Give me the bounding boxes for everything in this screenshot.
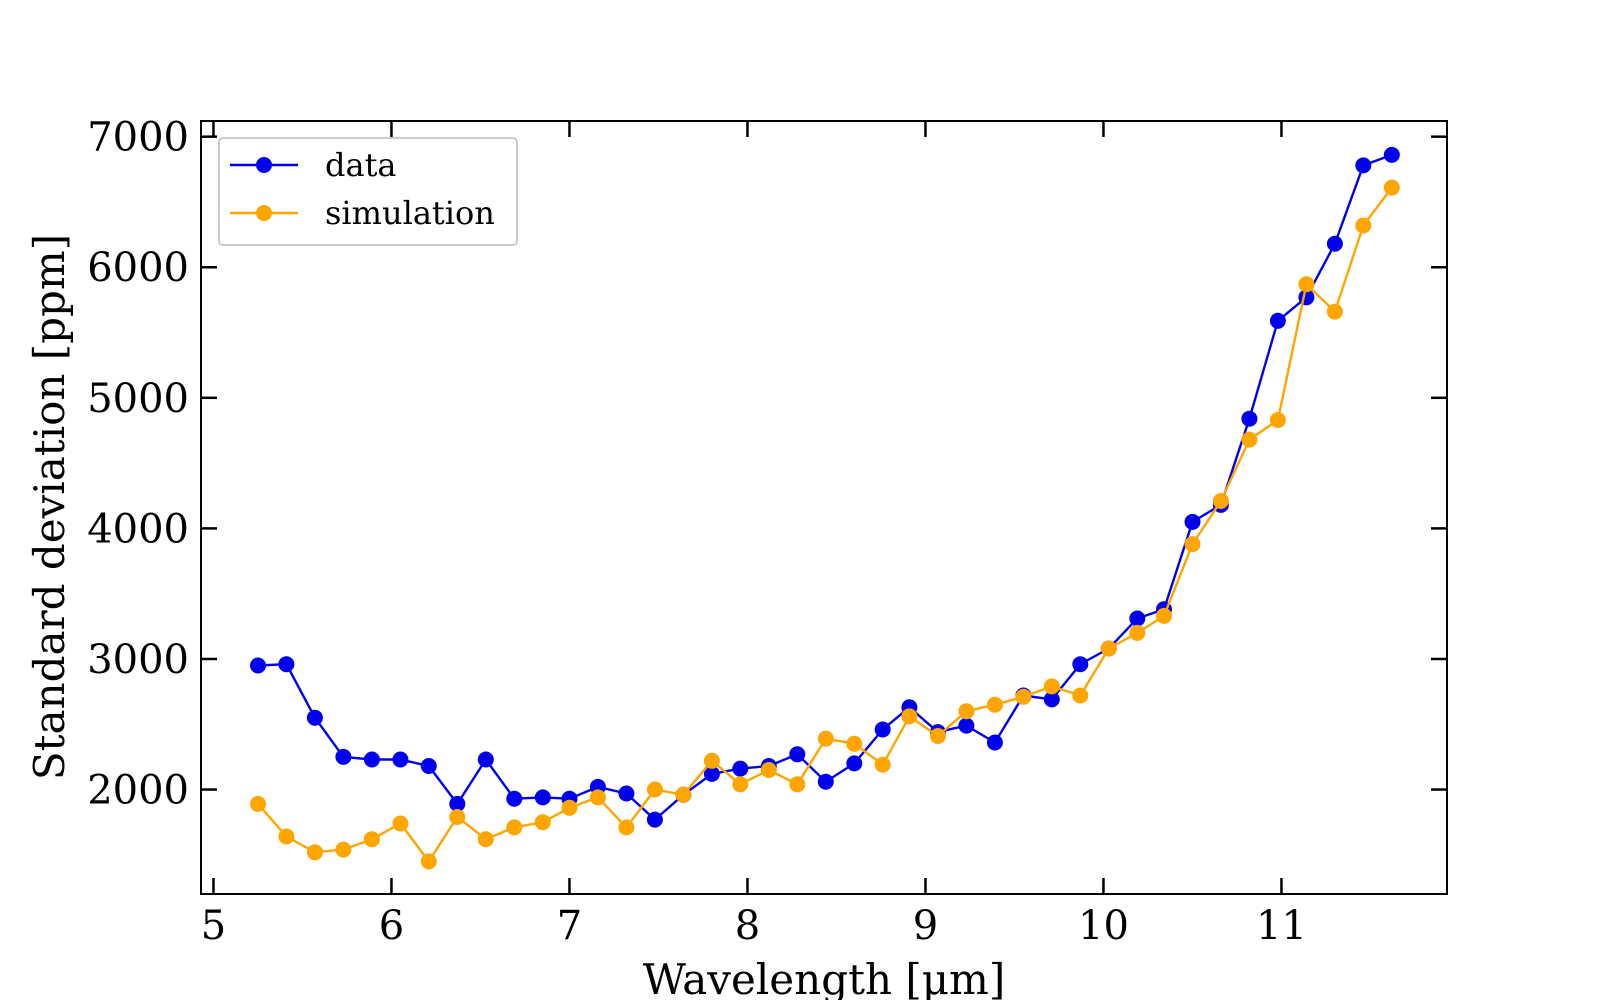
- data-point-simulation: [1100, 640, 1117, 657]
- data-point-data: [363, 751, 380, 768]
- y-tick-label: 7000: [87, 115, 189, 161]
- data-point-data: [986, 734, 1003, 751]
- data-point-simulation: [1156, 607, 1172, 624]
- data-point-simulation: [1298, 276, 1315, 293]
- y-tick-label: 4000: [87, 506, 189, 552]
- x-tick-label: 8: [735, 903, 760, 949]
- data-point-simulation: [1326, 303, 1343, 320]
- legend-simulation-label: simulation: [325, 194, 495, 232]
- data-point-data: [392, 751, 409, 768]
- data-point-simulation: [506, 819, 523, 836]
- data-point-data: [534, 789, 551, 806]
- data-point-simulation: [901, 708, 918, 725]
- data-point-simulation: [732, 776, 749, 793]
- data-point-simulation: [1184, 536, 1201, 553]
- data-point-data: [449, 795, 466, 812]
- x-tick-label: 7: [557, 903, 582, 949]
- x-tick-label: 6: [379, 903, 404, 949]
- data-point-simulation: [1072, 687, 1089, 704]
- data-point-simulation: [1043, 678, 1060, 695]
- legend-simulation-marker: [256, 205, 272, 221]
- data-point-simulation: [306, 844, 323, 861]
- data-point-data: [874, 721, 891, 738]
- data-point-simulation: [675, 786, 692, 803]
- x-tick-label: 9: [913, 903, 938, 949]
- data-point-simulation: [874, 756, 891, 773]
- data-point-simulation: [760, 762, 777, 778]
- data-point-data: [618, 785, 635, 802]
- data-point-data: [1184, 513, 1201, 530]
- data-point-simulation: [929, 728, 946, 744]
- data-point-simulation: [817, 730, 834, 747]
- data-point-simulation: [703, 752, 720, 769]
- plot-frame: [200, 120, 1448, 895]
- y-tick-label: 6000: [87, 245, 189, 291]
- data-point-simulation: [392, 815, 409, 832]
- x-tick-label: 10: [1078, 903, 1129, 949]
- data-point-simulation: [618, 819, 635, 836]
- data-point-simulation: [986, 696, 1003, 713]
- data-point-simulation: [335, 841, 352, 858]
- data-point-simulation: [534, 814, 551, 831]
- data-point-data: [420, 758, 437, 774]
- legend-data-marker: [256, 157, 272, 173]
- data-point-data: [846, 755, 863, 772]
- x-tick-label: 5: [201, 903, 226, 949]
- data-point-simulation: [1383, 179, 1400, 196]
- data-point-data: [1072, 656, 1089, 673]
- data-point-data: [1129, 610, 1146, 627]
- data-point-data: [817, 773, 834, 790]
- data-point-simulation: [1241, 431, 1258, 448]
- y-tick-label: 3000: [87, 637, 189, 683]
- data-point-simulation: [1269, 412, 1286, 428]
- data-point-data: [958, 717, 975, 734]
- data-point-simulation: [449, 809, 466, 825]
- legend: data simulation: [218, 137, 518, 246]
- data-point-data: [506, 790, 523, 807]
- data-point-simulation: [846, 735, 863, 752]
- x-axis-label: Wavelength [μm]: [643, 955, 1006, 1000]
- data-point-simulation: [646, 781, 663, 798]
- y-tick-label: 5000: [87, 376, 189, 422]
- y-axis-label: Standard deviation [ppm]: [25, 234, 74, 780]
- axis-ticks: 5 6 7 8 9 10 11 2000 3000 4000 5000 6000 7000: [87, 115, 1447, 949]
- data-point-data: [703, 765, 720, 782]
- data-point-data: [1043, 691, 1060, 708]
- data-point-data: [646, 811, 663, 828]
- y-tick-label: 2000: [87, 768, 189, 814]
- data-point-simulation: [1355, 217, 1372, 234]
- data-point-data: [789, 746, 806, 763]
- data-point-simulation: [477, 831, 494, 848]
- data-point-simulation: [1015, 688, 1032, 705]
- data-point-data: [1355, 157, 1372, 174]
- data-point-simulation: [363, 831, 380, 848]
- data-point-simulation: [420, 853, 437, 870]
- data-point-simulation: [1212, 493, 1229, 509]
- data-point-data: [1383, 146, 1400, 163]
- data-point-data: [278, 656, 295, 673]
- data-point-data: [250, 657, 266, 674]
- data-point-data: [1269, 312, 1286, 329]
- data-point-simulation: [278, 828, 295, 845]
- data-point-simulation: [250, 795, 266, 812]
- data-point-data: [1241, 410, 1258, 427]
- data-point-simulation: [561, 799, 578, 816]
- data-point-simulation: [1129, 624, 1146, 641]
- data-point-data: [1326, 235, 1343, 252]
- data-point-data: [477, 751, 494, 768]
- legend-data-label: data: [325, 146, 397, 184]
- data-point-data: [306, 709, 323, 726]
- data-point-simulation: [589, 789, 606, 806]
- data-point-data: [335, 748, 352, 765]
- data-point-simulation: [958, 703, 975, 720]
- data-point-data: [732, 760, 749, 777]
- data-point-simulation: [789, 776, 806, 793]
- series-layer: [250, 146, 1400, 870]
- x-tick-label: 11: [1256, 903, 1307, 949]
